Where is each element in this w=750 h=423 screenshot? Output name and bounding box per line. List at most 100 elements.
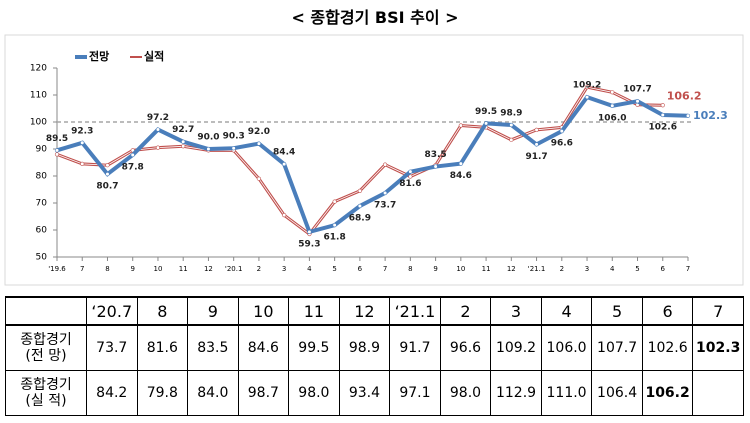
table-header: ‘20.7 8 9 10 11 12 ‘21.1 2 3 4 5 6 7 bbox=[5, 295, 744, 327]
data-label: 97.2 bbox=[147, 113, 169, 123]
table-cell: 83.5 bbox=[187, 324, 239, 372]
data-point bbox=[357, 188, 362, 193]
y-tick-label: 110 bbox=[30, 91, 47, 101]
table-cell: 5 bbox=[591, 295, 643, 327]
table-cell: 98.0 bbox=[288, 370, 340, 416]
data-label: 92.0 bbox=[248, 127, 270, 137]
x-tick-label: 4 bbox=[610, 265, 615, 273]
data-point bbox=[105, 163, 110, 168]
data-point bbox=[584, 95, 590, 100]
table-cell: 102.3 bbox=[692, 324, 744, 372]
x-tick-label: 12 bbox=[507, 265, 516, 273]
data-point bbox=[282, 162, 287, 167]
x-tick-label: 11 bbox=[179, 265, 188, 273]
data-label: 81.6 bbox=[399, 179, 421, 189]
data-table: ‘20.7 8 9 10 11 12 ‘21.1 2 3 4 5 6 7 종합경기 (전 망) 73.7 81… bbox=[5, 295, 744, 416]
data-point bbox=[584, 85, 590, 90]
data-label: 61.8 bbox=[324, 233, 346, 243]
data-point bbox=[332, 223, 337, 228]
data-label: 89.5 bbox=[46, 134, 68, 144]
data-point bbox=[635, 99, 640, 104]
data-point bbox=[54, 148, 60, 153]
x-tick-label: 7 bbox=[686, 265, 690, 273]
data-point bbox=[433, 164, 438, 169]
series-line bbox=[56, 94, 689, 235]
table-cell: 84.6 bbox=[237, 324, 290, 372]
x-tick-label: '20.1 bbox=[225, 265, 243, 273]
data-point bbox=[155, 145, 161, 150]
data-label: 84.4 bbox=[273, 148, 295, 158]
data-point bbox=[408, 169, 413, 174]
data-point bbox=[660, 112, 665, 118]
table-cell: 79.8 bbox=[136, 370, 189, 416]
data-point bbox=[357, 203, 362, 209]
data-point bbox=[383, 162, 388, 167]
table-cell: 109.2 bbox=[490, 324, 542, 372]
table-cell: 11 bbox=[288, 295, 340, 327]
x-tick-label: 9 bbox=[130, 265, 134, 273]
data-label: 90.0 bbox=[197, 133, 219, 143]
table-cell: 107.7 bbox=[591, 324, 643, 372]
data-point bbox=[282, 213, 287, 218]
data-point bbox=[509, 122, 514, 128]
table-cell: 84.2 bbox=[86, 370, 138, 416]
table-cell: 4 bbox=[540, 295, 593, 327]
x-tick-label: 8 bbox=[408, 265, 412, 273]
data-label: 106.0 bbox=[598, 113, 626, 123]
table-cell: 3 bbox=[490, 295, 542, 327]
table-cell: 106.4 bbox=[591, 370, 643, 416]
data-point bbox=[559, 129, 564, 134]
data-point bbox=[206, 146, 211, 152]
data-label: 73.7 bbox=[374, 201, 396, 211]
data-point bbox=[307, 229, 312, 234]
data-point bbox=[483, 121, 489, 126]
data-label: 59.3 bbox=[298, 239, 320, 249]
data-label: 90.3 bbox=[223, 132, 245, 142]
data-point bbox=[610, 90, 615, 95]
data-point bbox=[130, 152, 135, 158]
table-cell: 6 bbox=[641, 295, 694, 327]
data-label: 80.7 bbox=[96, 182, 118, 192]
table-row: 종합경기 (실 적) 84.2 79.8 84.0 98.7 98.0 93.4 97.1 98… bbox=[5, 370, 744, 416]
table-cell: 112.9 bbox=[490, 370, 542, 416]
x-tick-label: 2 bbox=[257, 265, 261, 273]
table-row: 종합경기 (전 망) 73.7 81.6 83.5 84.6 99.5 98.9 91.7 96… bbox=[5, 324, 744, 372]
table-cell: 111.0 bbox=[540, 370, 593, 416]
table-cell: 84.0 bbox=[187, 370, 239, 416]
data-point bbox=[155, 127, 161, 132]
data-label: 107.7 bbox=[623, 85, 651, 95]
table-cell: 10 bbox=[237, 295, 290, 327]
x-tick-label: '19.6 bbox=[48, 265, 66, 273]
legend-label: 실적 bbox=[144, 49, 164, 63]
series-line bbox=[56, 85, 663, 237]
data-point bbox=[509, 137, 514, 142]
table-cell: ‘20.7 bbox=[86, 295, 138, 327]
data-label: 91.7 bbox=[525, 152, 547, 162]
table-cell: 102.6 bbox=[641, 324, 694, 372]
table-cell: 12 bbox=[338, 295, 391, 327]
data-point bbox=[458, 161, 463, 166]
table-cell: 106.0 bbox=[540, 324, 593, 372]
data-label: 83.5 bbox=[424, 150, 446, 160]
y-tick-label: 100 bbox=[30, 118, 47, 128]
data-point bbox=[181, 144, 186, 149]
table-cell: ‘21.1 bbox=[389, 295, 441, 327]
data-label: 98.9 bbox=[500, 108, 522, 118]
data-point bbox=[54, 152, 60, 157]
table-cell: 99.5 bbox=[288, 324, 340, 372]
x-tick-label: 6 bbox=[661, 265, 666, 273]
table-cell: 98.0 bbox=[439, 370, 492, 416]
x-tick-label: 10 bbox=[153, 265, 162, 273]
data-label: 99.5 bbox=[475, 107, 497, 117]
data-point bbox=[256, 176, 262, 181]
x-tick-label: '21.1 bbox=[528, 265, 546, 273]
data-point bbox=[181, 139, 186, 144]
x-tick-label: 3 bbox=[282, 265, 286, 273]
table-cell: 97.1 bbox=[389, 370, 441, 416]
table-cell: 98.9 bbox=[338, 324, 391, 372]
data-label: 96.6 bbox=[551, 139, 573, 149]
legend-label: 전망 bbox=[89, 49, 109, 63]
table-cell: 91.7 bbox=[389, 324, 441, 372]
data-label: 84.6 bbox=[450, 171, 472, 181]
data-point bbox=[105, 172, 110, 177]
